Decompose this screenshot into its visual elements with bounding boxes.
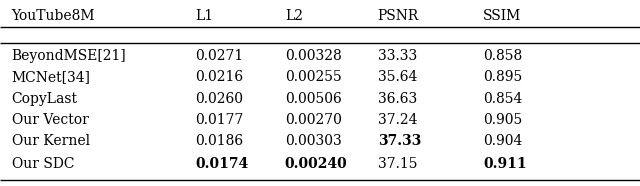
Text: 0.00506: 0.00506 <box>285 92 342 106</box>
Text: 0.895: 0.895 <box>483 70 522 84</box>
Text: CopyLast: CopyLast <box>12 92 77 106</box>
Text: 0.00270: 0.00270 <box>285 113 342 127</box>
Text: 0.0177: 0.0177 <box>195 113 244 127</box>
Text: Our Kernel: Our Kernel <box>12 134 90 148</box>
Text: 37.33: 37.33 <box>378 134 421 148</box>
Text: L1: L1 <box>195 9 213 23</box>
Text: 0.0271: 0.0271 <box>195 49 243 63</box>
Text: BeyondMSE[21]: BeyondMSE[21] <box>12 49 126 63</box>
Text: SSIM: SSIM <box>483 9 522 23</box>
Text: 0.0216: 0.0216 <box>195 70 243 84</box>
Text: 0.858: 0.858 <box>483 49 522 63</box>
Text: 0.854: 0.854 <box>483 92 523 106</box>
Text: 0.00240: 0.00240 <box>285 157 348 171</box>
Text: 0.00255: 0.00255 <box>285 70 342 84</box>
Text: 37.24: 37.24 <box>378 113 417 127</box>
Text: PSNR: PSNR <box>378 9 419 23</box>
Text: 0.0260: 0.0260 <box>195 92 243 106</box>
Text: 37.15: 37.15 <box>378 157 417 171</box>
Text: 0.00328: 0.00328 <box>285 49 342 63</box>
Text: MCNet[34]: MCNet[34] <box>12 70 90 84</box>
Text: 0.0186: 0.0186 <box>195 134 243 148</box>
Text: 0.0174: 0.0174 <box>195 157 248 171</box>
Text: 35.64: 35.64 <box>378 70 417 84</box>
Text: 0.911: 0.911 <box>483 157 527 171</box>
Text: 0.904: 0.904 <box>483 134 523 148</box>
Text: YouTube8M: YouTube8M <box>12 9 95 23</box>
Text: 33.33: 33.33 <box>378 49 417 63</box>
Text: Our Vector: Our Vector <box>12 113 88 127</box>
Text: Our SDC: Our SDC <box>12 157 74 171</box>
Text: L2: L2 <box>285 9 303 23</box>
Text: 36.63: 36.63 <box>378 92 417 106</box>
Text: 0.00303: 0.00303 <box>285 134 342 148</box>
Text: 0.905: 0.905 <box>483 113 522 127</box>
